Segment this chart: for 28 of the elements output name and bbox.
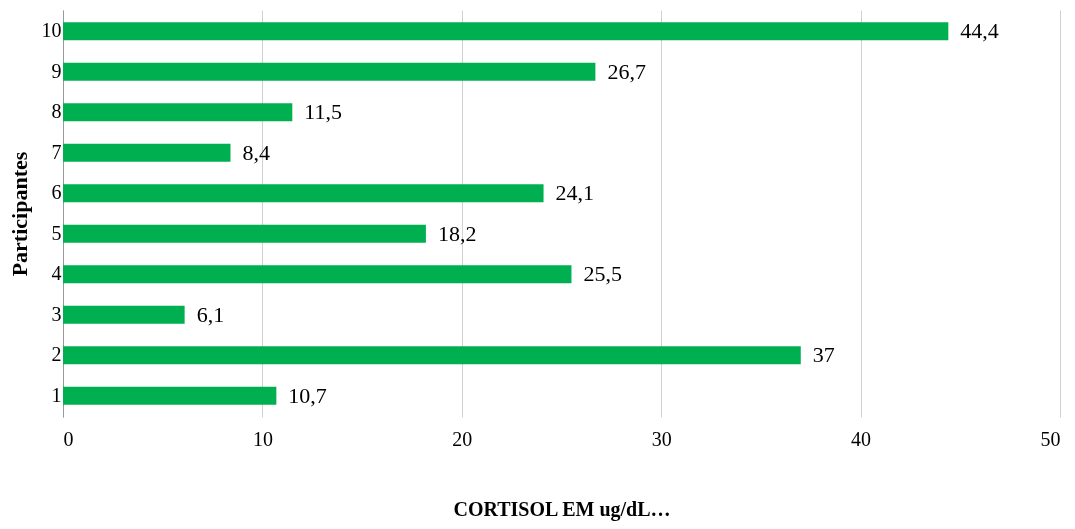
x-tick-label: 50 bbox=[1040, 427, 1061, 450]
data-label: 24,1 bbox=[555, 180, 595, 206]
y-tick-label: 1 bbox=[51, 383, 62, 406]
data-label: 25,5 bbox=[583, 261, 622, 287]
y-tick-label: 10 bbox=[41, 19, 62, 42]
data-label: 6,1 bbox=[196, 301, 225, 327]
y-tick-label: 4 bbox=[51, 262, 62, 285]
x-tick-label: 10 bbox=[252, 427, 273, 450]
data-label: 44,4 bbox=[960, 18, 999, 44]
y-tick-label: 7 bbox=[51, 140, 62, 163]
data-label: 18,2 bbox=[437, 220, 477, 246]
y-axis-title: Participantes bbox=[6, 151, 32, 277]
data-label: 37 bbox=[812, 342, 835, 368]
x-tick-label: 20 bbox=[452, 427, 473, 450]
data-label: 11,5 bbox=[304, 99, 342, 125]
y-tick-label: 9 bbox=[51, 59, 62, 82]
data-label: 10,7 bbox=[288, 382, 327, 408]
y-tick-label: 6 bbox=[51, 181, 62, 204]
y-tick-label: 8 bbox=[51, 100, 62, 123]
y-tick-label: 3 bbox=[51, 302, 62, 325]
x-tick-label: 40 bbox=[851, 427, 872, 450]
data-label: 8,4 bbox=[242, 139, 270, 165]
x-tick-label: 0 bbox=[63, 427, 74, 450]
y-tick-label: 2 bbox=[51, 343, 62, 366]
x-axis-title: CORTISOL EM ug/dL… bbox=[453, 497, 671, 521]
x-tick-label: 30 bbox=[651, 427, 672, 450]
data-label: 26,7 bbox=[607, 58, 646, 84]
y-tick-label: 5 bbox=[51, 221, 62, 244]
